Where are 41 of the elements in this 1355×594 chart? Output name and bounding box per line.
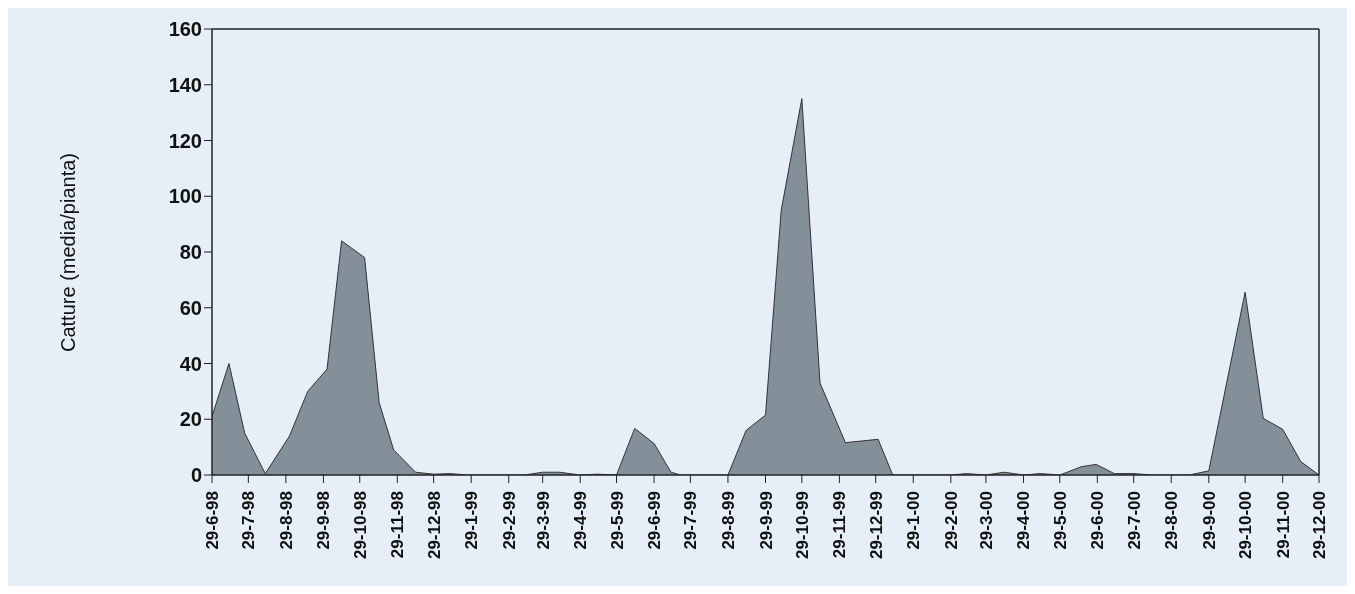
x-tick-label: 29-6-98 (202, 491, 222, 550)
x-tick-label: 29-2-99 (499, 491, 519, 550)
y-tick-label: 80 (179, 241, 202, 264)
x-tick-label: 29-6-00 (1087, 491, 1107, 550)
x-tick-label: 29-7-00 (1124, 491, 1144, 550)
y-tick-label: 20 (179, 408, 202, 431)
x-tick-label: 29-3-00 (976, 491, 996, 550)
x-tick-label: 29-11-98 (387, 491, 407, 559)
x-tick-label: 29-11-00 (1273, 491, 1293, 559)
x-tick-label: 29-9-98 (313, 491, 333, 550)
x-tick-label: 29-1-99 (461, 491, 481, 550)
x-tick-label: 29-9-99 (756, 491, 775, 550)
x-tick-label: 29-10-00 (1235, 491, 1255, 560)
y-tick-label: 40 (179, 352, 202, 375)
x-tick-label: 29-11-99 (829, 491, 849, 559)
y-tick-label: 140 (168, 73, 202, 96)
x-tick-label: 29-10-99 (792, 491, 812, 560)
x-tick-label: 29-9-00 (1199, 491, 1219, 550)
x-tick-label: 29-12-98 (424, 491, 444, 560)
x-tick-label: 29-8-00 (1161, 491, 1181, 550)
x-tick-label: 29-6-99 (644, 491, 664, 550)
y-tick-label: 160 (168, 18, 202, 41)
x-tick-label: 29-4-00 (1013, 491, 1033, 550)
x-tick-label: 29-12-99 (866, 491, 886, 560)
x-tick-label: 29-8-99 (718, 491, 738, 550)
y-tick-label: 120 (168, 129, 202, 152)
x-tick-label: 29-4-99 (570, 491, 590, 550)
x-tick-label: 29-7-98 (238, 491, 258, 550)
x-tick-label: 29-7-99 (680, 491, 700, 550)
y-tick-label: 100 (168, 185, 202, 208)
x-tick-label: 29-5-00 (1050, 491, 1070, 550)
y-tick-label: 60 (179, 296, 202, 319)
x-tick-label: 29-2-00 (941, 491, 961, 550)
x-tick-label: 29-5-99 (607, 491, 627, 550)
y-axis-title: Catture (media/pianta) (57, 153, 80, 352)
x-tick-label: 29-1-00 (903, 491, 923, 550)
y-tick-label: 0 (190, 464, 202, 487)
x-tick-label: 29-12-00 (1309, 491, 1329, 560)
x-tick-label: 29-3-99 (533, 491, 553, 550)
x-tick-label: 29-8-98 (276, 491, 296, 550)
x-tick-label: 29-10-98 (350, 491, 370, 560)
